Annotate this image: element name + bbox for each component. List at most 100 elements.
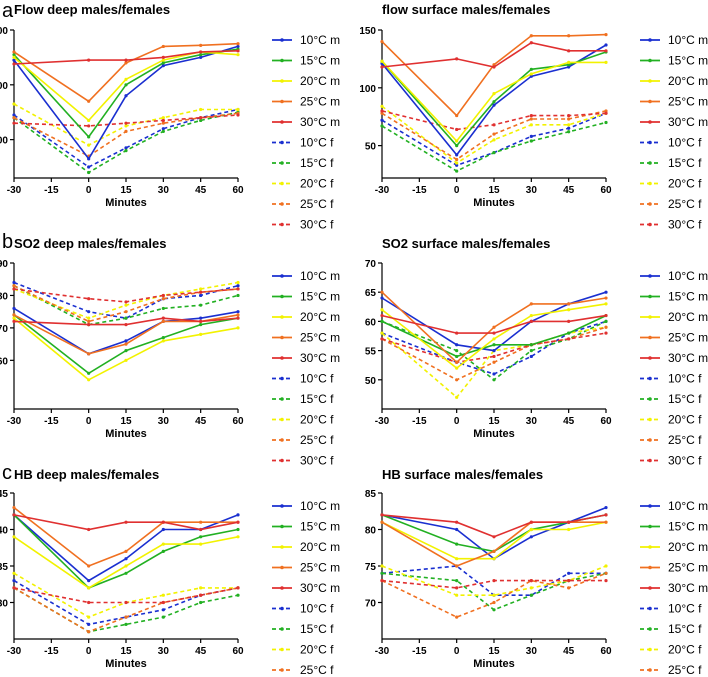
data-point xyxy=(161,600,165,605)
data-point xyxy=(492,132,496,136)
y-tick-label: 50 xyxy=(365,142,377,153)
data-point xyxy=(199,600,203,605)
y-tick-label: 35 xyxy=(0,562,8,573)
legend-label: 15°C f xyxy=(300,392,334,406)
data-point xyxy=(87,615,91,619)
data-point xyxy=(199,586,203,590)
data-point xyxy=(199,520,203,524)
legend-marker xyxy=(648,627,652,631)
x-tick-label: -15 xyxy=(44,646,59,657)
data-point xyxy=(529,319,533,323)
legend-marker xyxy=(280,417,284,422)
legend-marker xyxy=(280,397,284,401)
data-point xyxy=(87,371,91,375)
data-point xyxy=(604,49,608,53)
y-tick-label: 90 xyxy=(0,259,8,270)
legend-label: 30°C f xyxy=(668,454,702,468)
data-point xyxy=(161,527,165,532)
legend-label: 20°C m xyxy=(300,74,340,88)
data-point xyxy=(567,49,571,53)
x-tick-label: 15 xyxy=(488,185,500,196)
data-point xyxy=(492,354,496,359)
data-point xyxy=(124,339,128,343)
series-line-8 xyxy=(381,105,607,164)
legend-label: 20°C m xyxy=(668,540,708,554)
x-tick-label: -15 xyxy=(412,185,427,196)
legend-marker xyxy=(280,161,284,165)
series-line-10 xyxy=(13,587,239,604)
data-point xyxy=(87,316,91,320)
legend-label: 30°C m xyxy=(668,351,708,365)
data-point xyxy=(124,342,128,346)
chart-title: flow surface males/females xyxy=(382,2,550,17)
legend-label: 30°C f xyxy=(300,218,334,232)
panel-letter-c: c xyxy=(2,462,12,484)
data-point xyxy=(529,354,533,359)
data-point xyxy=(380,65,384,69)
legend-marker xyxy=(648,274,652,278)
data-point xyxy=(380,124,384,128)
data-point xyxy=(604,290,608,294)
data-point xyxy=(12,316,16,320)
series-line-10 xyxy=(381,110,607,131)
x-tick-label: 45 xyxy=(195,646,207,657)
x-tick-label: 0 xyxy=(454,185,460,196)
data-point xyxy=(12,535,16,539)
data-point xyxy=(124,557,128,561)
data-point xyxy=(161,44,165,49)
data-point xyxy=(12,121,16,125)
data-point xyxy=(199,303,203,307)
legend-marker xyxy=(280,438,284,442)
series-line-7 xyxy=(13,284,239,326)
legend-marker xyxy=(280,335,284,340)
data-point xyxy=(236,107,240,112)
legend-marker xyxy=(280,504,284,508)
legend-marker xyxy=(280,120,284,124)
legend-label: 30°C m xyxy=(668,115,708,129)
data-point xyxy=(161,293,165,298)
data-point xyxy=(492,331,496,335)
data-point xyxy=(567,308,571,312)
legend-label: 15°C m xyxy=(668,520,708,534)
data-point xyxy=(455,360,459,364)
data-point xyxy=(529,579,533,583)
legend-marker xyxy=(648,545,652,549)
data-point xyxy=(492,343,496,347)
series-line-9 xyxy=(13,284,239,323)
data-point xyxy=(12,62,16,66)
series-line-2 xyxy=(13,314,239,375)
data-point xyxy=(199,53,203,57)
data-point xyxy=(124,300,128,304)
data-point xyxy=(567,65,571,69)
data-point xyxy=(199,118,203,123)
legend-label: 10°C f xyxy=(668,136,702,150)
legend-label: 25°C m xyxy=(668,95,708,109)
series-line-6 xyxy=(381,565,606,597)
data-point xyxy=(529,139,533,143)
y-tick-label: 85 xyxy=(365,489,377,500)
data-point xyxy=(455,354,459,359)
legend-marker xyxy=(280,274,284,278)
legend-label: 20°C f xyxy=(668,643,702,657)
data-point xyxy=(87,319,91,323)
data-point xyxy=(455,378,459,382)
data-point xyxy=(124,146,128,150)
data-point xyxy=(455,139,459,143)
series-line-4 xyxy=(13,506,238,567)
legend-marker xyxy=(280,586,284,590)
data-point xyxy=(567,63,571,67)
data-point xyxy=(12,50,16,54)
data-point xyxy=(161,593,165,597)
data-point xyxy=(236,280,240,285)
data-point xyxy=(124,148,128,153)
chart-panel-1: Flow deep males/females 400 300 200 -30 -15 0 1… xyxy=(0,2,340,232)
data-point xyxy=(604,60,608,64)
legend-marker xyxy=(648,294,652,299)
data-point xyxy=(87,297,91,301)
data-point xyxy=(492,100,496,104)
data-point xyxy=(87,586,91,590)
data-point xyxy=(604,33,608,37)
legend-label: 15°C f xyxy=(668,392,702,406)
data-point xyxy=(87,118,91,123)
legend-label: 30°C m xyxy=(300,115,340,129)
